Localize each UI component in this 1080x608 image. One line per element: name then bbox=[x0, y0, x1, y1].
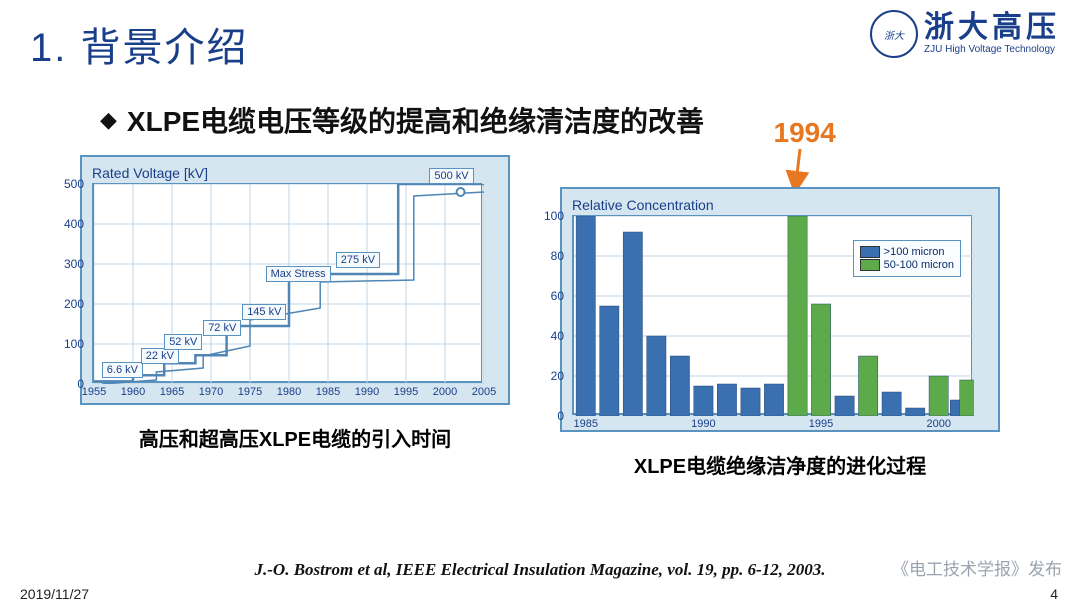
page-number: 4 bbox=[1050, 586, 1058, 602]
slide: 1. 背景介绍 浙大 浙大高压 ZJU High Voltage Technol… bbox=[0, 0, 1080, 608]
right-plot-area: 0204060801001985199019952000>100 micron5… bbox=[572, 215, 972, 415]
logo-badge: 浙大 bbox=[870, 10, 918, 58]
left-chart-caption: 高压和超高压XLPE电缆的引入时间 bbox=[139, 423, 451, 452]
right-chart-inner-title: Relative Concentration bbox=[572, 197, 988, 213]
bullet-text: XLPE电缆电压等级的提高和绝缘清洁度的改善 bbox=[127, 100, 704, 140]
bullet-row: ◆ XLPE电缆电压等级的提高和绝缘清洁度的改善 bbox=[100, 100, 704, 140]
bullet-marker-icon: ◆ bbox=[100, 107, 117, 133]
left-chart-frame: Rated Voltage [kV] 010020030040050019551… bbox=[80, 155, 510, 405]
footer-date: 2019/11/27 bbox=[20, 586, 89, 602]
logo-block: 浙大 浙大高压 ZJU High Voltage Technology bbox=[870, 10, 1060, 58]
logo-text-en: ZJU High Voltage Technology bbox=[924, 45, 1060, 55]
left-chart-column: Rated Voltage [kV] 010020030040050019551… bbox=[80, 155, 510, 452]
right-chart-frame: Relative Concentration 02040608010019851… bbox=[560, 187, 1000, 432]
annotation-label: 1994 bbox=[774, 117, 836, 149]
right-chart-column: 1994 Relative Concentration 020406080100… bbox=[560, 187, 1000, 479]
left-plot-area: 0100200300400500195519601965197019751980… bbox=[92, 183, 482, 383]
watermark-text: 《电工技术学报》发布 bbox=[892, 555, 1062, 580]
section-title: 1. 背景介绍 bbox=[30, 15, 248, 73]
right-chart-caption: XLPE电缆绝缘洁净度的进化过程 bbox=[634, 450, 926, 479]
logo-text-cn: 浙大高压 bbox=[924, 13, 1060, 43]
charts-row: Rated Voltage [kV] 010020030040050019551… bbox=[0, 155, 1080, 479]
